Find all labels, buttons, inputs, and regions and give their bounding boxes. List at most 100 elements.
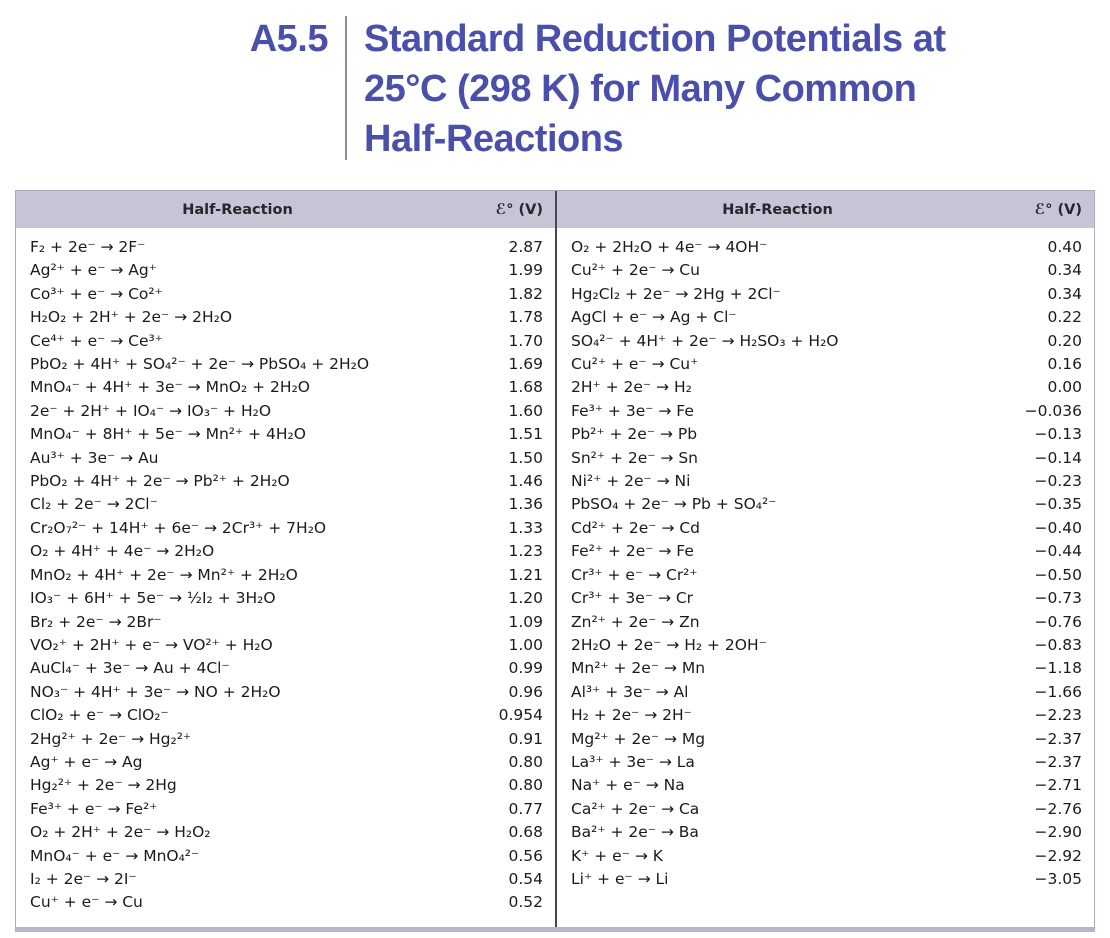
table-row: K⁺ + e⁻ → K −2.92: [557, 845, 1094, 868]
table-row: Ce⁴⁺ + e⁻ → Ce³⁺ 1.70: [16, 330, 555, 353]
half-reaction: 2e⁻ + 2H⁺ + IO₄⁻ → IO₃⁻ + H₂O: [30, 401, 272, 420]
table-row: O₂ + 2H⁺ + 2e⁻ → H₂O₂ 0.68: [16, 821, 555, 844]
potential-value: −2.90: [1034, 823, 1083, 842]
potential-value: 1.21: [508, 565, 543, 584]
half-reaction: Ni²⁺ + 2e⁻ → Ni: [571, 472, 691, 491]
half-reaction: O₂ + 4H⁺ + 4e⁻ → 2H₂O: [30, 542, 215, 561]
potential-value: 0.00: [1047, 378, 1082, 397]
table-row: Cr₂O₇²⁻ + 14H⁺ + 6e⁻ → 2Cr³⁺ + 7H₂O 1.33: [16, 517, 555, 540]
half-reaction: ClO₂ + e⁻ → ClO₂⁻: [30, 706, 169, 725]
table-row: 2H₂O + 2e⁻ → H₂ + 2OH⁻ −0.83: [557, 634, 1094, 657]
table-row: Sn²⁺ + 2e⁻ → Sn −0.14: [557, 447, 1094, 470]
potential-value: 1.20: [508, 589, 543, 608]
half-reaction: Hg₂Cl₂ + 2e⁻ → 2Hg + 2Cl⁻: [571, 284, 781, 303]
half-reaction: Ce⁴⁺ + e⁻ → Ce³⁺: [30, 331, 163, 350]
half-reaction: K⁺ + e⁻ → K: [571, 846, 663, 865]
table-row: Na⁺ + e⁻ → Na −2.71: [557, 774, 1094, 797]
table-left-half: Half-Reaction ℰ° (V) F₂ + 2e⁻ → 2F⁻ 2.87 A…: [16, 191, 555, 927]
table-row: MnO₄⁻ + e⁻ → MnO₄²⁻ 0.56: [16, 845, 555, 868]
half-reaction: MnO₄⁻ + 4H⁺ + 3e⁻ → MnO₂ + 2H₂O: [30, 378, 310, 397]
table-row: Ag⁺ + e⁻ → Ag 0.80: [16, 751, 555, 774]
half-reaction: 2Hg²⁺ + 2e⁻ → Hg₂²⁺: [30, 729, 192, 748]
half-reaction: I₂ + 2e⁻ → 2I⁻: [30, 869, 137, 888]
half-reaction: O₂ + 2H⁺ + 2e⁻ → H₂O₂: [30, 823, 211, 842]
half-reaction: Hg₂²⁺ + 2e⁻ → 2Hg: [30, 776, 177, 795]
potential-value: 1.78: [508, 308, 543, 327]
potential-value: −0.44: [1034, 542, 1083, 561]
column-header-reaction: Half-Reaction: [182, 201, 293, 218]
potential-value: 2.87: [508, 238, 543, 256]
potential-value: −2.71: [1034, 776, 1083, 795]
column-header-potential: ℰ° (V): [1034, 201, 1082, 218]
half-reaction: Mg²⁺ + 2e⁻ → Mg: [571, 729, 706, 748]
half-reaction: Fe³⁺ + 3e⁻ → Fe: [571, 401, 694, 420]
potential-value: 0.68: [508, 823, 543, 842]
potential-value: 1.82: [508, 284, 543, 303]
table-row: Pb²⁺ + 2e⁻ → Pb −0.13: [557, 423, 1094, 446]
table-row: La³⁺ + 3e⁻ → La −2.37: [557, 751, 1094, 774]
potential-value: −3.05: [1034, 869, 1083, 888]
potential-value: −2.37: [1034, 729, 1083, 748]
table-row: Zn²⁺ + 2e⁻ → Zn −0.76: [557, 611, 1094, 634]
half-reaction: 2H₂O + 2e⁻ → H₂ + 2OH⁻: [571, 635, 767, 654]
table-row: MnO₄⁻ + 4H⁺ + 3e⁻ → MnO₂ + 2H₂O 1.68: [16, 376, 555, 399]
half-reaction: 2H⁺ + 2e⁻ → H₂: [571, 378, 692, 397]
half-reaction: H₂O₂ + 2H⁺ + 2e⁻ → 2H₂O: [30, 308, 233, 327]
potential-value: −1.18: [1034, 659, 1083, 678]
potential-value: −0.036: [1024, 401, 1082, 420]
potential-value: −0.76: [1034, 612, 1083, 631]
table-row: I₂ + 2e⁻ → 2I⁻ 0.54: [16, 868, 555, 891]
half-reaction: O₂ + 2H₂O + 4e⁻ → 4OH⁻: [571, 238, 768, 256]
potential-value: 0.99: [508, 659, 543, 678]
potential-value: 1.33: [508, 518, 543, 537]
half-reaction: F₂ + 2e⁻ → 2F⁻: [30, 238, 146, 256]
potential-value: 0.80: [508, 752, 543, 771]
table-row: PbO₂ + 4H⁺ + SO₄²⁻ + 2e⁻ → PbSO₄ + 2H₂O 1…: [16, 353, 555, 376]
table-row: Co³⁺ + e⁻ → Co²⁺ 1.82: [16, 283, 555, 306]
half-reaction: Cr³⁺ + e⁻ → Cr²⁺: [571, 565, 698, 584]
page-title: Standard Reduction Potentials at 25°C (2…: [364, 18, 946, 160]
potential-value: 0.52: [508, 893, 543, 912]
table-row: F₂ + 2e⁻ → 2F⁻ 2.87: [16, 236, 555, 259]
table-row: Ag²⁺ + e⁻ → Ag⁺ 1.99: [16, 259, 555, 282]
potential-value: −0.13: [1034, 425, 1083, 444]
title-divider: [345, 16, 347, 160]
half-reaction: Fe²⁺ + 2e⁻ → Fe: [571, 542, 694, 561]
table-row: Cu²⁺ + e⁻ → Cu⁺ 0.16: [557, 353, 1094, 376]
table-number: A5.5: [249, 18, 329, 60]
table-row: Ni²⁺ + 2e⁻ → Ni −0.23: [557, 470, 1094, 493]
half-reaction: Fe³⁺ + e⁻ → Fe²⁺: [30, 799, 158, 818]
half-reaction: Na⁺ + e⁻ → Na: [571, 776, 685, 795]
half-reaction: Ag²⁺ + e⁻ → Ag⁺: [30, 261, 157, 280]
table-row: Cd²⁺ + 2e⁻ → Cd −0.40: [557, 517, 1094, 540]
half-reaction: Au³⁺ + 3e⁻ → Au: [30, 448, 159, 467]
half-reaction: Br₂ + 2e⁻ → 2Br⁻: [30, 612, 162, 631]
table-row: Cu⁺ + e⁻ → Cu 0.52: [16, 891, 555, 914]
potential-value: 1.70: [508, 331, 543, 350]
potential-value: 0.40: [1047, 238, 1082, 256]
half-reaction: Cr₂O₇²⁻ + 14H⁺ + 6e⁻ → 2Cr³⁺ + 7H₂O: [30, 518, 327, 537]
potential-value: 0.80: [508, 776, 543, 795]
half-reaction: Ag⁺ + e⁻ → Ag: [30, 752, 143, 771]
potential-value: 0.954: [498, 706, 543, 725]
table-row: Br₂ + 2e⁻ → 2Br⁻ 1.09: [16, 611, 555, 634]
half-reaction: La³⁺ + 3e⁻ → La: [571, 752, 695, 771]
half-reaction: Pb²⁺ + 2e⁻ → Pb: [571, 425, 698, 444]
potential-value: 0.34: [1047, 261, 1082, 280]
table-row: VO₂⁺ + 2H⁺ + e⁻ → VO²⁺ + H₂O 1.00: [16, 634, 555, 657]
half-reaction: H₂ + 2e⁻ → 2H⁻: [571, 706, 692, 725]
potential-value: 0.22: [1047, 308, 1082, 327]
table-row: Hg₂²⁺ + 2e⁻ → 2Hg 0.80: [16, 774, 555, 797]
potential-value: 1.68: [508, 378, 543, 397]
potential-value: −0.83: [1034, 635, 1083, 654]
half-reaction: NO₃⁻ + 4H⁺ + 3e⁻ → NO + 2H₂O: [30, 682, 281, 701]
table-row: PbO₂ + 4H⁺ + 2e⁻ → Pb²⁺ + 2H₂O 1.46: [16, 470, 555, 493]
reduction-potentials-table: Half-Reaction ℰ° (V) F₂ + 2e⁻ → 2F⁻ 2.87 A…: [15, 190, 1095, 932]
table-row: Li⁺ + e⁻ → Li −3.05: [557, 868, 1094, 891]
potential-value: 1.51: [508, 425, 543, 444]
potential-value: 0.20: [1047, 331, 1082, 350]
potential-value: −1.66: [1034, 682, 1083, 701]
table-row: Cr³⁺ + 3e⁻ → Cr −0.73: [557, 587, 1094, 610]
half-reaction: SO₄²⁻ + 4H⁺ + 2e⁻ → H₂SO₃ + H₂O: [571, 331, 839, 350]
potential-value: −0.40: [1034, 518, 1083, 537]
